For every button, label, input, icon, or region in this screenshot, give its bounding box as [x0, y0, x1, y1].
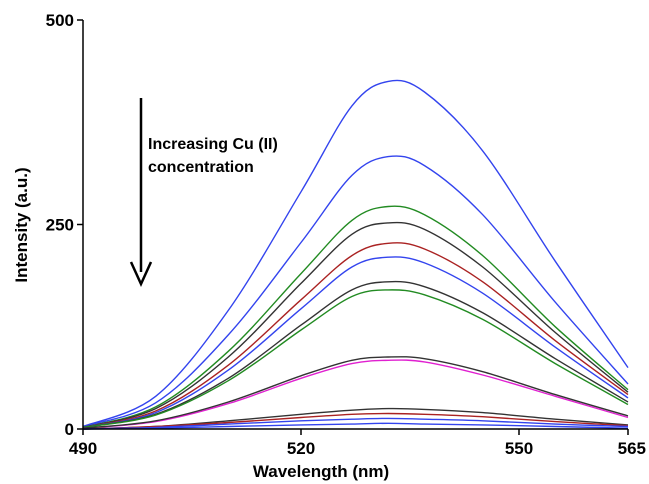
series-line-10	[82, 356, 629, 429]
y-tick-label: 250	[46, 216, 74, 235]
down-arrow-head	[129, 261, 153, 288]
series-line-8	[82, 289, 629, 429]
x-tick-label: 550	[505, 439, 533, 458]
plot-frame	[82, 20, 628, 430]
series-line-5	[82, 242, 629, 429]
x-tick-label: 565	[618, 439, 646, 458]
tick-group: 0 250 500 490 520 550 565	[46, 11, 646, 458]
annotation: Increasing Cu (II) concentration	[129, 98, 278, 288]
series-line-13	[82, 417, 629, 430]
series-line-3	[82, 205, 629, 429]
x-axis-label: Wavelength (nm)	[253, 462, 389, 481]
annotation-line-1: Increasing Cu (II)	[148, 136, 278, 153]
series-line-6	[82, 256, 629, 429]
x-tick-label: 520	[287, 439, 315, 458]
annotation-line-2: concentration	[148, 159, 254, 176]
series-line-12	[82, 412, 629, 430]
series-line-7	[82, 280, 629, 429]
y-tick-label: 0	[65, 420, 74, 439]
y-tick-label: 500	[46, 11, 74, 30]
x-tick-label: 490	[69, 439, 97, 458]
y-axis-label: Intensity (a.u.)	[12, 167, 31, 282]
series-group	[82, 79, 629, 430]
series-line-14	[82, 422, 629, 430]
series-line-2	[82, 155, 629, 428]
series-line-9	[82, 359, 629, 429]
series-line-4	[82, 221, 629, 429]
series-line-1	[82, 79, 629, 428]
